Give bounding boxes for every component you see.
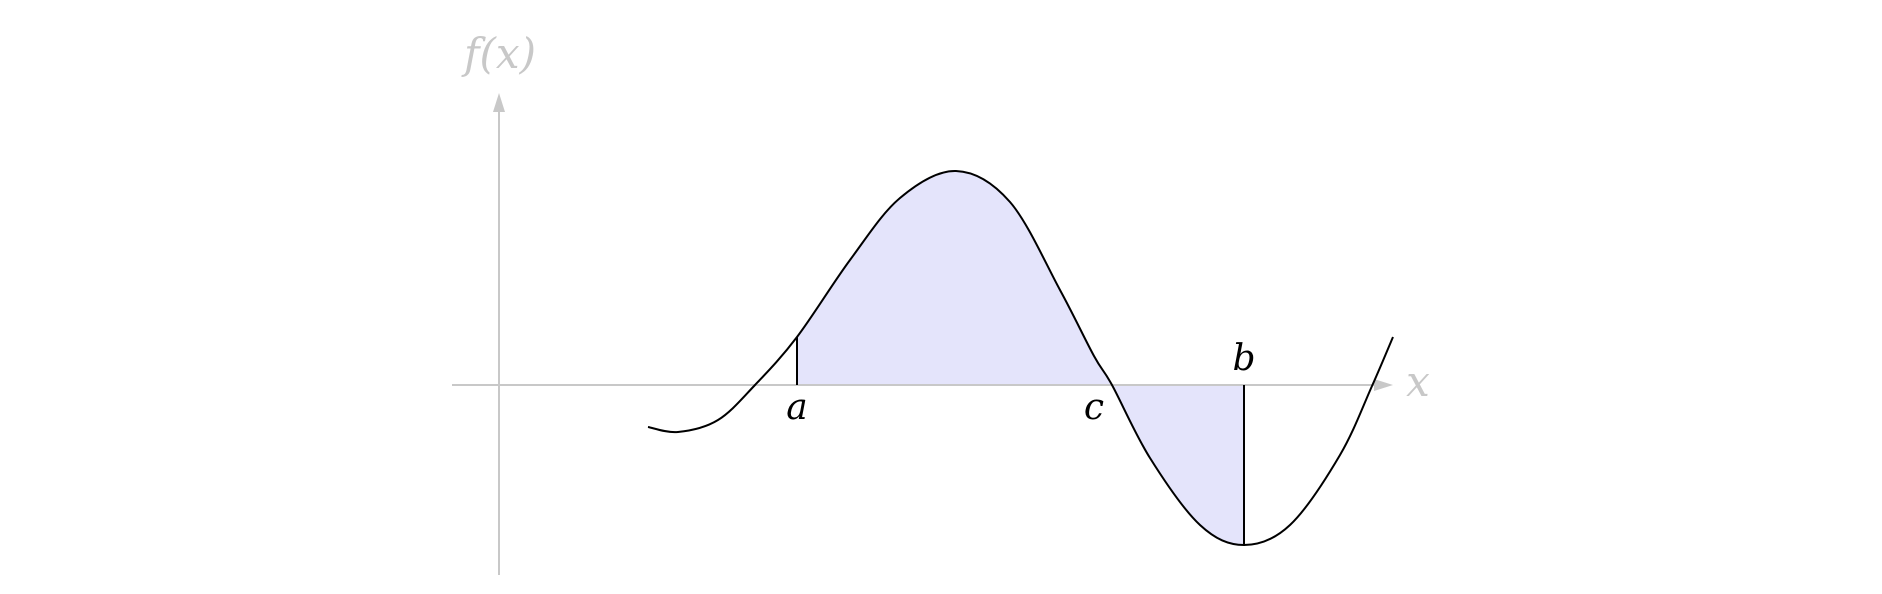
y-axis-label: f(x) [461,29,536,78]
x-axis-arrowhead-icon [1374,379,1393,391]
y-axis-arrowhead-icon [493,93,505,112]
shaded-area-a-to-b [797,171,1244,545]
x-axis-label: x [1406,357,1430,406]
point-label-b: b [1232,338,1255,379]
function-curve [647,169,1394,547]
point-label-a: a [786,387,807,428]
point-label-c: c [1084,387,1104,428]
